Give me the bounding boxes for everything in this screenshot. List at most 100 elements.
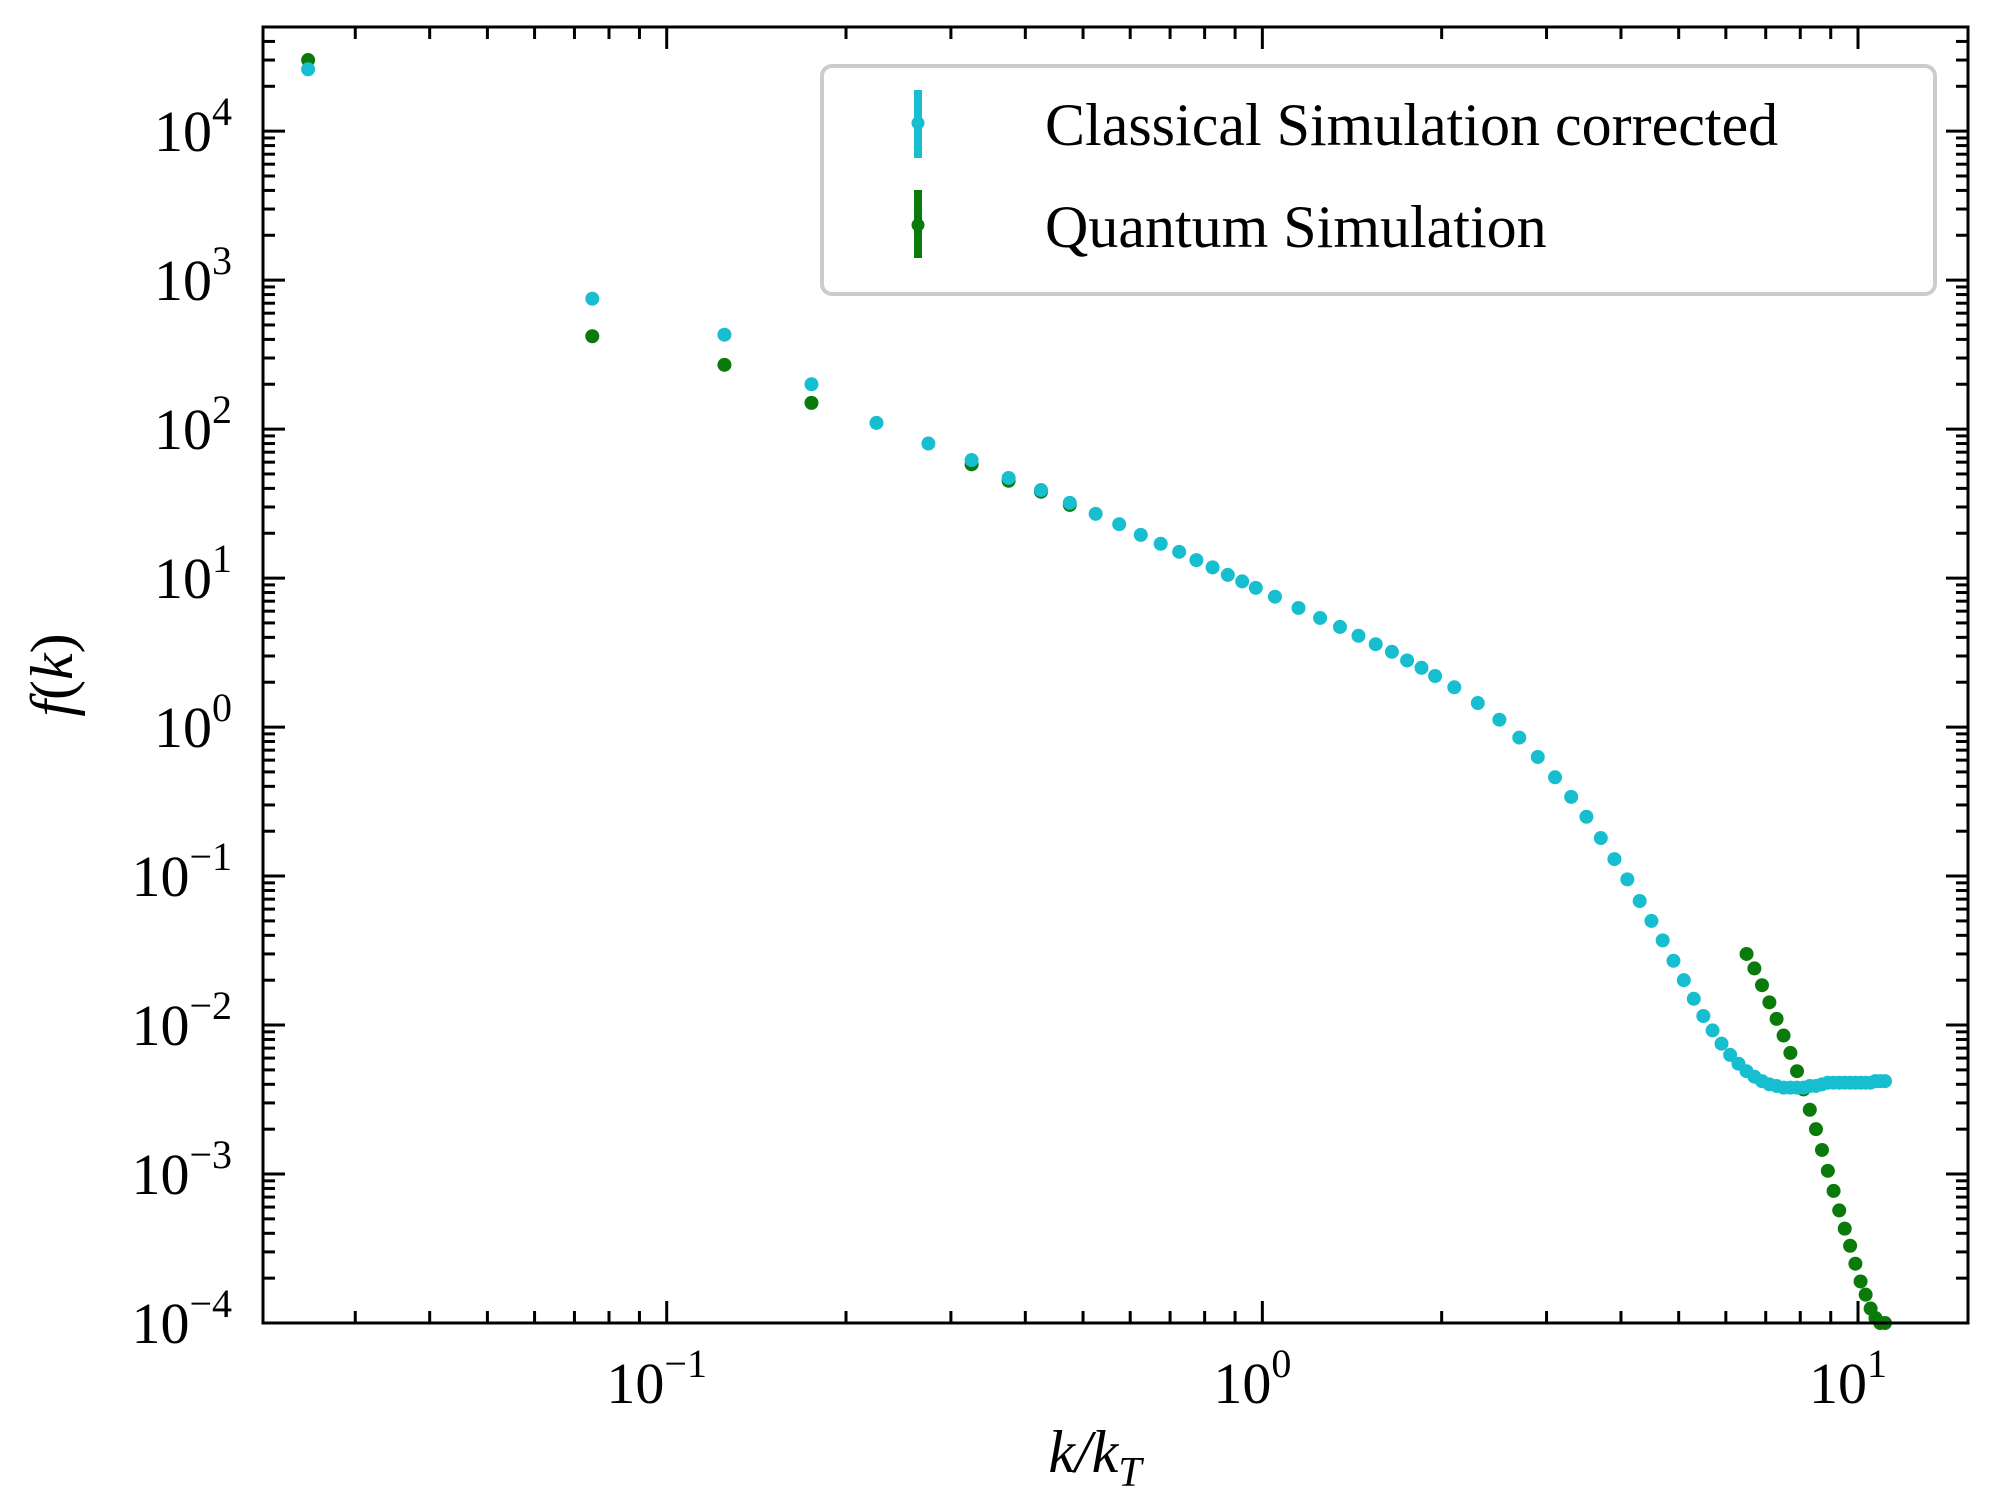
y-tick-label: 102 [154, 387, 232, 462]
classical-point [1593, 831, 1608, 846]
classical-point [869, 415, 884, 430]
classical-point [1428, 669, 1443, 684]
classical-point [1492, 712, 1507, 727]
classical-point [1676, 973, 1691, 988]
classical-point [1723, 1047, 1738, 1062]
classical-point [921, 436, 936, 451]
classical-point [1351, 628, 1366, 643]
classical-point [1705, 1023, 1720, 1038]
classical-point [1564, 789, 1579, 804]
classical-point [1133, 527, 1148, 542]
quantum-point [1837, 1221, 1852, 1236]
classical-point [1267, 589, 1282, 604]
quantum-point [1848, 1256, 1863, 1271]
classical-point [1470, 696, 1485, 711]
classical-point [1112, 517, 1127, 532]
classical-point [1696, 1008, 1711, 1023]
legend-box [820, 64, 1937, 296]
classical-point [1644, 913, 1659, 928]
classical-point [1632, 894, 1647, 909]
quantum-point [1739, 946, 1754, 961]
quantum-point [1783, 1045, 1798, 1060]
classical-point [1686, 991, 1701, 1006]
y-tick-label: 103 [154, 238, 232, 313]
y-tick-label: 10−3 [131, 1132, 232, 1207]
x-axis-title-subscript: T [1118, 1450, 1144, 1496]
y-tick-label: 10−2 [131, 983, 232, 1058]
classical-point [1291, 600, 1306, 615]
y-axis-title-k: k [19, 652, 85, 680]
y-axis-title-open: ( [19, 680, 85, 700]
classical-point [1034, 483, 1049, 498]
x-axis-title-main: k/k [1048, 1419, 1119, 1485]
classical-point [717, 327, 732, 342]
classical-point [1655, 933, 1670, 948]
classical-point [585, 291, 600, 306]
classical-point [1414, 660, 1429, 675]
quantum-point [1802, 1102, 1817, 1117]
quantum-point [1853, 1274, 1868, 1289]
classical-point [1447, 680, 1462, 695]
quantum-point [1843, 1238, 1858, 1253]
quantum-point [1826, 1183, 1841, 1198]
x-tick-label: 100 [1213, 1341, 1291, 1416]
plot-area [301, 53, 1892, 1330]
quantum-point [1762, 995, 1777, 1010]
classical-point [1607, 852, 1622, 867]
classical-point [1205, 560, 1220, 575]
quantum-point [717, 357, 732, 372]
legend-dot-quantum [911, 218, 925, 232]
classical-point [1062, 495, 1077, 510]
y-tick-label: 10−4 [131, 1281, 232, 1356]
classical-point [1400, 653, 1415, 668]
classical-point [1332, 619, 1347, 634]
x-tick-label: 10−1 [606, 1341, 707, 1416]
classical-point [1384, 644, 1399, 659]
classical-point [1220, 567, 1235, 582]
classical-point [1189, 553, 1204, 568]
x-axis-title: k/kT [1048, 1419, 1144, 1496]
classical-point [1530, 749, 1545, 764]
classical-point [1172, 544, 1187, 559]
legend-entry-quantum: Quantum Simulation [911, 190, 1547, 260]
classical-point [1548, 770, 1563, 785]
series-classical-points [301, 62, 1892, 1095]
legend-dot-classical [911, 116, 925, 130]
classical-point [1877, 1074, 1892, 1089]
quantum-point [1858, 1287, 1873, 1302]
classical-point [1368, 637, 1383, 652]
classical-point [1666, 953, 1681, 968]
plot-frame [261, 25, 1970, 1325]
y-tick-label: 10−1 [131, 834, 232, 909]
quantum-point [1814, 1142, 1829, 1157]
classical-point [1248, 580, 1263, 595]
y-axis-title: f(k) [19, 633, 85, 716]
quantum-point [1776, 1028, 1791, 1043]
classical-point [1001, 470, 1016, 485]
quantum-point [804, 395, 819, 410]
classical-point [301, 62, 316, 77]
legend-label-quantum: Quantum Simulation [1045, 194, 1547, 260]
y-axis: 10−4 10−3 10−2 10−1 100 101 102 103 104 [131, 25, 1968, 1356]
classical-point [804, 377, 819, 392]
quantum-point [1790, 1064, 1805, 1079]
y-axis-title-close: ) [19, 633, 85, 653]
quantum-point [1808, 1122, 1823, 1137]
quantum-point [1832, 1203, 1847, 1218]
y-tick-label: 100 [154, 685, 232, 760]
classical-point [1714, 1036, 1729, 1051]
legend: Classical Simulation corrected Quantum S… [820, 64, 1937, 296]
classical-point [1512, 730, 1527, 745]
classical-point [1153, 536, 1168, 551]
classical-point [964, 453, 979, 468]
legend-entry-classical: Classical Simulation corrected [911, 90, 1778, 158]
classical-point [1235, 574, 1250, 589]
x-tick-label: 101 [1809, 1341, 1887, 1416]
y-tick-label: 104 [154, 89, 232, 164]
quantum-point [1747, 961, 1762, 976]
classical-point [1579, 809, 1594, 824]
quantum-point [1769, 1011, 1784, 1026]
y-tick-label: 101 [154, 536, 232, 611]
quantum-point [1820, 1163, 1835, 1178]
